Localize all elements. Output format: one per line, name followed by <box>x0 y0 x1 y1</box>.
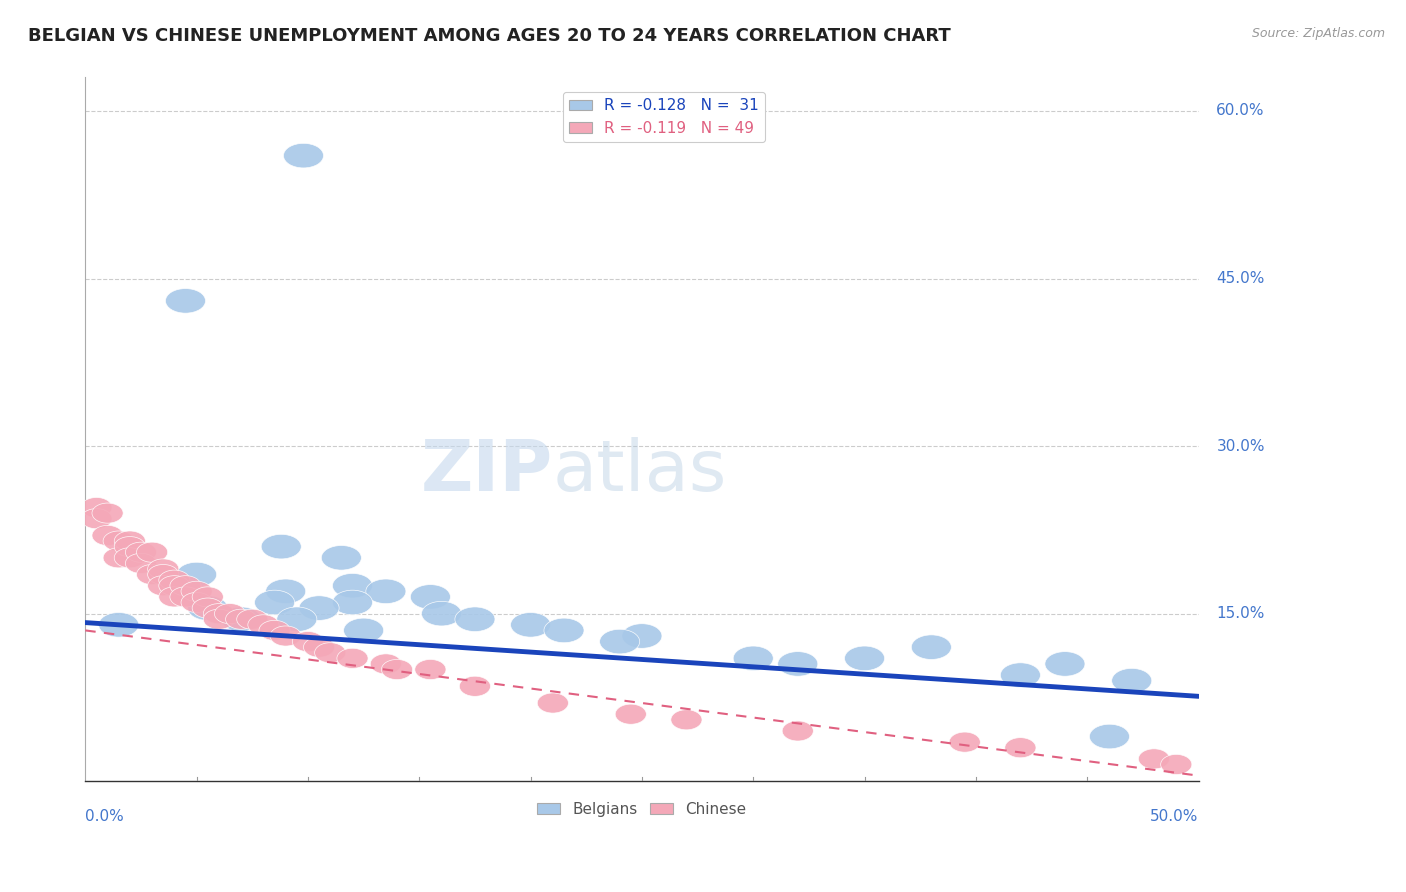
Ellipse shape <box>91 503 124 524</box>
Ellipse shape <box>1090 724 1129 748</box>
Ellipse shape <box>236 609 269 629</box>
Ellipse shape <box>292 632 323 652</box>
Ellipse shape <box>177 562 217 587</box>
Ellipse shape <box>136 565 167 584</box>
Ellipse shape <box>599 629 640 654</box>
Ellipse shape <box>411 584 450 609</box>
Ellipse shape <box>911 635 952 659</box>
Ellipse shape <box>270 626 301 646</box>
Text: BELGIAN VS CHINESE UNEMPLOYMENT AMONG AGES 20 TO 24 YEARS CORRELATION CHART: BELGIAN VS CHINESE UNEMPLOYMENT AMONG AG… <box>28 27 950 45</box>
Ellipse shape <box>204 609 235 629</box>
Ellipse shape <box>460 676 491 697</box>
Text: Source: ZipAtlas.com: Source: ZipAtlas.com <box>1251 27 1385 40</box>
Ellipse shape <box>159 587 190 607</box>
Ellipse shape <box>103 548 135 568</box>
Ellipse shape <box>544 618 583 643</box>
Ellipse shape <box>188 596 228 620</box>
Ellipse shape <box>332 574 373 598</box>
Ellipse shape <box>181 582 212 601</box>
Ellipse shape <box>343 618 384 643</box>
Ellipse shape <box>315 643 346 663</box>
Ellipse shape <box>259 620 290 640</box>
Ellipse shape <box>82 508 112 529</box>
Ellipse shape <box>114 537 145 557</box>
Ellipse shape <box>671 710 702 730</box>
Ellipse shape <box>1161 755 1192 774</box>
Ellipse shape <box>616 704 647 724</box>
Ellipse shape <box>370 654 402 674</box>
Ellipse shape <box>91 525 124 546</box>
Ellipse shape <box>148 565 179 584</box>
Ellipse shape <box>782 721 813 741</box>
Ellipse shape <box>1005 738 1036 758</box>
Ellipse shape <box>322 546 361 570</box>
Ellipse shape <box>170 575 201 596</box>
Ellipse shape <box>98 613 139 637</box>
Ellipse shape <box>510 613 551 637</box>
Ellipse shape <box>621 624 662 648</box>
Text: 15.0%: 15.0% <box>1216 607 1265 621</box>
Text: 30.0%: 30.0% <box>1216 439 1265 454</box>
Ellipse shape <box>125 542 156 562</box>
Ellipse shape <box>148 575 179 596</box>
Ellipse shape <box>125 553 156 574</box>
Ellipse shape <box>304 637 335 657</box>
Ellipse shape <box>733 646 773 671</box>
Legend: Belgians, Chinese: Belgians, Chinese <box>531 796 752 822</box>
Ellipse shape <box>114 548 145 568</box>
Ellipse shape <box>1045 652 1085 676</box>
Ellipse shape <box>949 732 980 752</box>
Ellipse shape <box>148 559 179 579</box>
Ellipse shape <box>114 531 145 551</box>
Ellipse shape <box>415 659 446 680</box>
Ellipse shape <box>1112 668 1152 693</box>
Ellipse shape <box>204 604 235 624</box>
Ellipse shape <box>103 531 135 551</box>
Ellipse shape <box>193 598 224 618</box>
Text: 60.0%: 60.0% <box>1216 103 1265 119</box>
Text: ZIP: ZIP <box>420 437 553 506</box>
Ellipse shape <box>332 591 373 615</box>
Ellipse shape <box>215 604 246 624</box>
Ellipse shape <box>170 587 201 607</box>
Ellipse shape <box>845 646 884 671</box>
Ellipse shape <box>284 144 323 168</box>
Ellipse shape <box>537 693 568 713</box>
Ellipse shape <box>337 648 368 668</box>
Ellipse shape <box>159 575 190 596</box>
Ellipse shape <box>299 596 339 620</box>
Ellipse shape <box>778 652 818 676</box>
Ellipse shape <box>82 498 112 517</box>
Ellipse shape <box>254 591 295 615</box>
Ellipse shape <box>1139 748 1170 769</box>
Ellipse shape <box>422 601 461 626</box>
Ellipse shape <box>277 607 316 632</box>
Ellipse shape <box>193 587 224 607</box>
Ellipse shape <box>366 579 406 604</box>
Text: 0.0%: 0.0% <box>86 809 124 824</box>
Ellipse shape <box>381 659 412 680</box>
Ellipse shape <box>136 542 167 562</box>
Text: atlas: atlas <box>553 437 727 506</box>
Ellipse shape <box>262 534 301 559</box>
Ellipse shape <box>225 609 257 629</box>
Ellipse shape <box>1001 663 1040 688</box>
Ellipse shape <box>247 615 278 635</box>
Text: 50.0%: 50.0% <box>1150 809 1198 824</box>
Ellipse shape <box>456 607 495 632</box>
Ellipse shape <box>159 570 190 591</box>
Ellipse shape <box>181 592 212 613</box>
Ellipse shape <box>221 607 262 632</box>
Ellipse shape <box>166 289 205 313</box>
Text: 45.0%: 45.0% <box>1216 271 1265 286</box>
Ellipse shape <box>266 579 305 604</box>
